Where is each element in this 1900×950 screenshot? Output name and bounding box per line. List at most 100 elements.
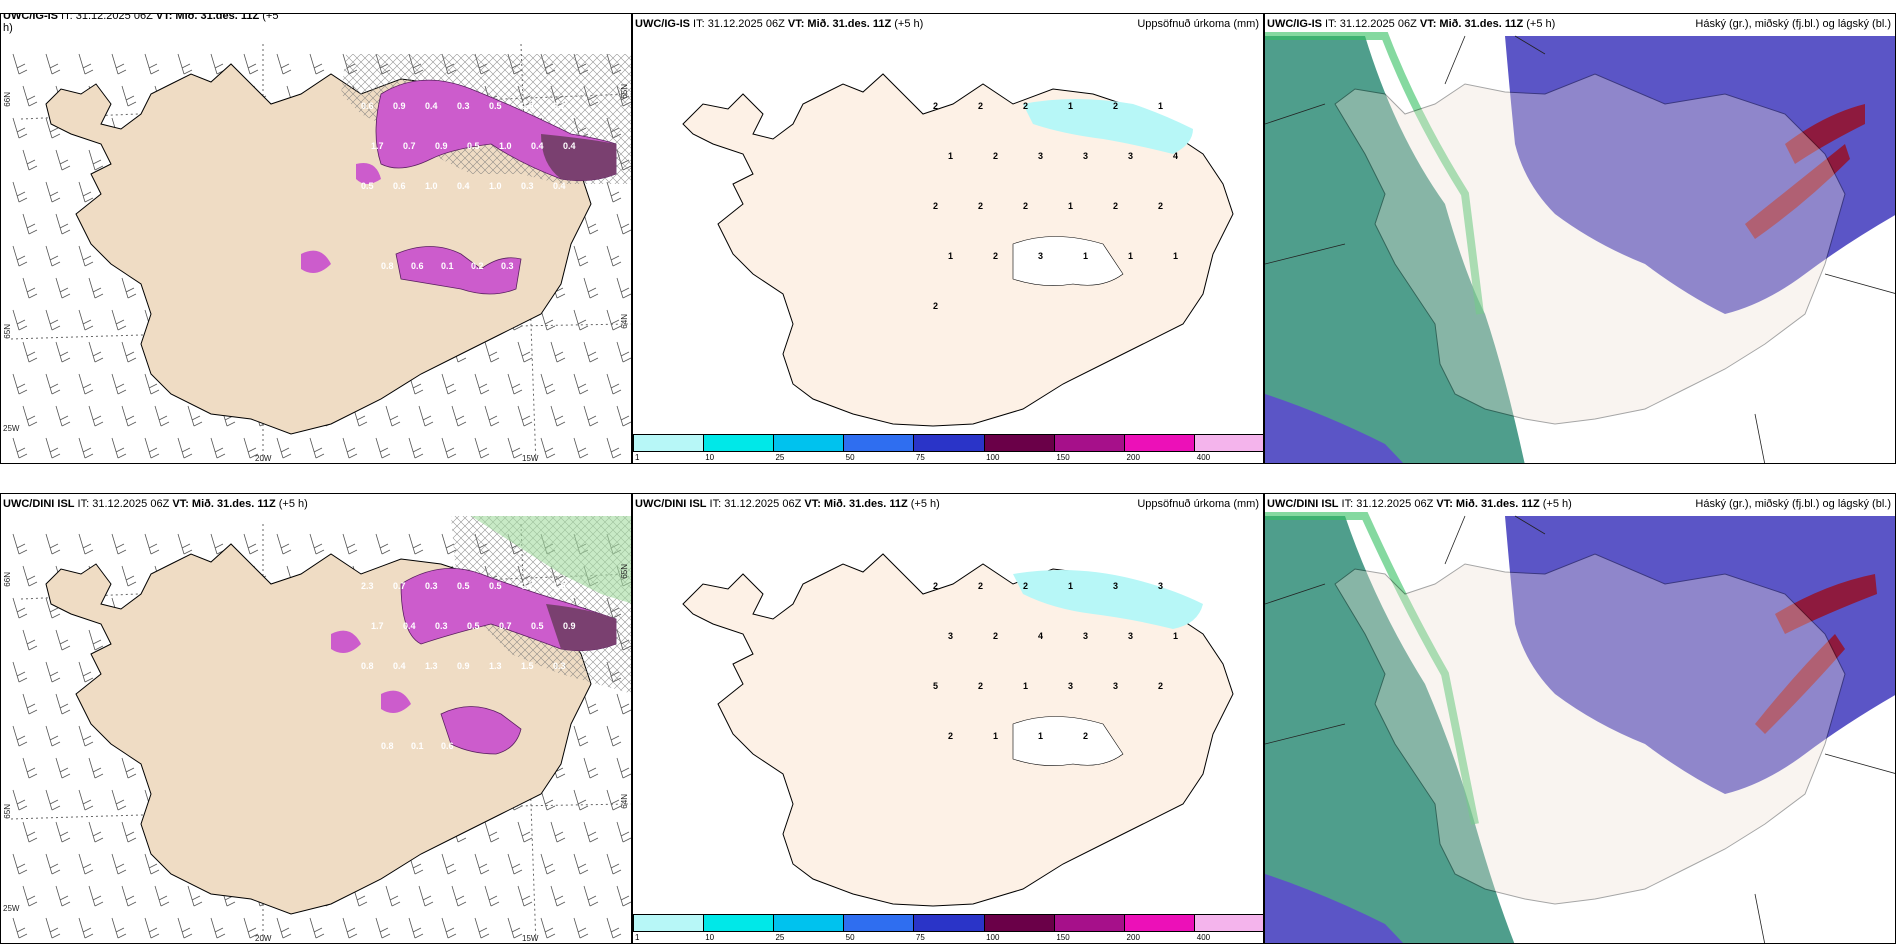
- wind-barb: [88, 341, 104, 363]
- bottom-middle-precip-panel: UWC/DINI ISL IT: 31.12.2025 06Z VT: Mið.…: [632, 493, 1264, 944]
- station-value-label: 2: [993, 251, 998, 261]
- precip-value-label: 0.7: [499, 621, 512, 631]
- precip-value-label: 0.8: [381, 261, 394, 271]
- accum-precip-label: Uppsöfnuð úrkoma (mm): [1137, 18, 1259, 30]
- wind-barb: [154, 885, 170, 907]
- precip-value-label: 0.5: [467, 141, 480, 151]
- precip-value-label: 0.5: [489, 581, 502, 591]
- cloud-map: [1265, 32, 1895, 463]
- legend-tick-label: 400: [1196, 933, 1211, 942]
- legend-tick-label: 50: [845, 933, 855, 942]
- precip-value-label: 0.3: [553, 661, 566, 671]
- wind-barb: [441, 373, 457, 395]
- station-value-label: 3: [1038, 151, 1043, 161]
- wind-barb: [45, 437, 61, 459]
- wind-barb: [484, 405, 500, 427]
- precip-value-label: 0.9: [563, 621, 576, 631]
- precip-value-label: 0.8: [381, 741, 394, 751]
- precip-value-label: 0.1: [441, 261, 454, 271]
- wind-barb: [276, 53, 292, 75]
- wind-barb: [606, 725, 622, 747]
- wind-barb: [121, 885, 137, 907]
- wind-barb: [309, 53, 325, 75]
- precip-value-label: 1.3: [425, 661, 438, 671]
- wind-barb: [418, 405, 434, 427]
- precip-value-label: 0.4: [393, 661, 406, 671]
- wind-barb: [177, 53, 193, 75]
- legend-tick-label: 75: [915, 453, 925, 462]
- wind-barb: [573, 789, 589, 811]
- wind-barb: [12, 181, 28, 203]
- corner-label: 25W: [3, 424, 20, 433]
- wind-barb: [573, 725, 589, 747]
- precip-value-label: 0.7: [553, 101, 566, 111]
- station-value-label: 2: [1158, 681, 1163, 691]
- wind-barb: [22, 885, 38, 907]
- wind-barb: [12, 661, 28, 683]
- station-value-label: 4: [1038, 631, 1043, 641]
- wind-barb: [309, 437, 325, 459]
- precip-value-label: 1.0: [499, 141, 512, 151]
- wind-barb: [474, 437, 490, 459]
- station-value-label: 1: [948, 151, 953, 161]
- wind-barb: [385, 885, 401, 907]
- precip-value-label: 0.3: [457, 101, 470, 111]
- wind-barb: [375, 437, 391, 459]
- wind-barb: [550, 405, 566, 427]
- wind-barb: [243, 533, 259, 555]
- legend-swatch: [1194, 435, 1263, 451]
- wind-barb: [276, 533, 292, 555]
- wind-barb: [474, 917, 490, 939]
- wind-barb: [78, 917, 94, 939]
- legend-swatch: [704, 435, 775, 451]
- wind-barb: [243, 53, 259, 75]
- lat-label: 66N: [3, 572, 12, 587]
- legend-tick-label: 1: [635, 933, 640, 942]
- wind-barb: [78, 309, 94, 331]
- precip-value-label: 2.3: [361, 581, 374, 591]
- wind-barb: [408, 917, 424, 939]
- top-middle-precip-panel: UWC/IG-IS IT: 31.12.2025 06Z VT: Mið. 31…: [632, 13, 1264, 464]
- wind-barb: [55, 405, 71, 427]
- precip-value-label: 0.9: [435, 141, 448, 151]
- wind-barb: [22, 85, 38, 107]
- panel-title: UWC/DINI ISL IT: 31.12.2025 06Z VT: Mið.…: [1267, 498, 1572, 510]
- wind-barb: [517, 885, 533, 907]
- precip-value-label: 0.3: [425, 581, 438, 591]
- station-value-label: 2: [1113, 101, 1118, 111]
- wind-barb: [12, 245, 28, 267]
- legend-tick-label: 10: [705, 933, 715, 942]
- legend-swatch: [774, 435, 845, 451]
- precip-legend-ticks: 1 10 25 50 75 100 150 200 400: [633, 453, 1263, 463]
- station-value-label: 1: [1068, 201, 1073, 211]
- legend-tick-label: 100: [986, 933, 1000, 942]
- station-value-label: 1: [1068, 581, 1073, 591]
- wind-barb: [507, 853, 523, 875]
- wind-barb: [517, 405, 533, 427]
- wind-barb: [78, 853, 94, 875]
- wind-barb: [111, 373, 127, 395]
- lat-label: 66N: [3, 92, 12, 107]
- wind-barb: [606, 853, 622, 875]
- wind-barb: [484, 821, 500, 843]
- precip-legend: [633, 434, 1263, 452]
- wind-barb: [177, 533, 193, 555]
- top-right-cloud-panel: UWC/IG-IS IT: 31.12.2025 06Z VT: Mið. 31…: [1264, 13, 1896, 464]
- wind-barb: [276, 437, 292, 459]
- station-value-label: 1: [1173, 631, 1178, 641]
- station-value-label: 4: [1173, 151, 1178, 161]
- wind-barb: [517, 341, 533, 363]
- bottom-right-cloud-panel: UWC/DINI ISL IT: 31.12.2025 06Z VT: Mið.…: [1264, 493, 1896, 944]
- wind-barb: [583, 693, 599, 715]
- legend-swatch: [1194, 915, 1263, 931]
- station-value-label: 5: [933, 681, 938, 691]
- legend-swatch: [704, 915, 775, 931]
- wind-barb: [12, 597, 28, 619]
- precip-value-label: 0.2: [471, 261, 484, 271]
- wind-barb: [408, 437, 424, 459]
- wind-barb: [375, 917, 391, 939]
- wind-barb: [583, 885, 599, 907]
- legend-swatch: [984, 435, 1055, 451]
- wind-barb: [517, 821, 533, 843]
- bottom-left-wind-panel: UWC/DINI ISL IT: 31.12.2025 06Z VT: Mið.…: [0, 493, 632, 944]
